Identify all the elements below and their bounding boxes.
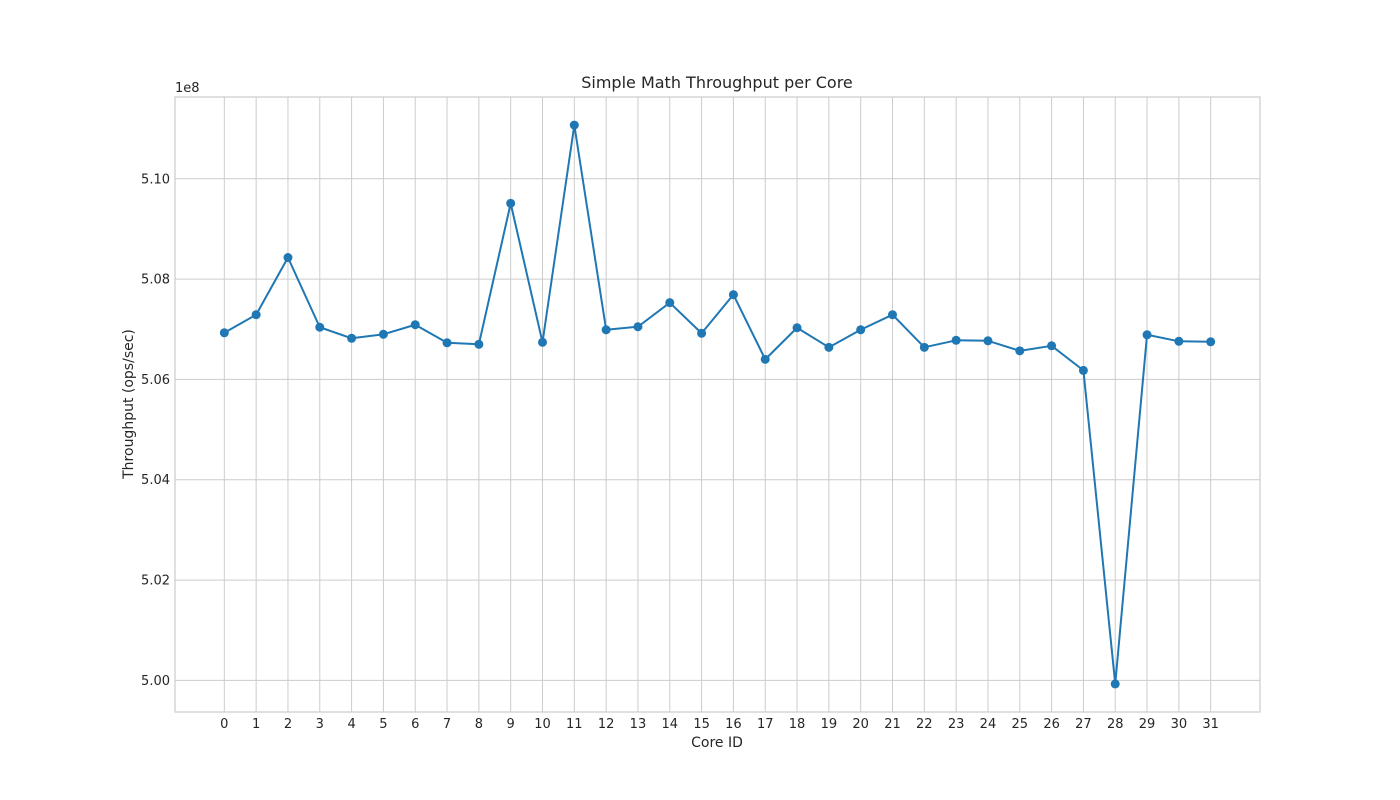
x-tick-label: 27 — [1075, 717, 1092, 732]
y-tick-label: 5.02 — [141, 574, 170, 589]
data-point — [983, 336, 993, 346]
y-offset-label: 1e8 — [175, 81, 200, 96]
x-tick-label: 25 — [1011, 717, 1028, 732]
y-tick-label: 5.10 — [141, 172, 170, 187]
x-grid — [223, 97, 1212, 712]
data-point — [1110, 679, 1120, 689]
x-tick-label: 22 — [916, 717, 933, 732]
x-tick-label: 4 — [347, 717, 355, 732]
x-tick-label: 3 — [316, 717, 324, 732]
data-point — [601, 325, 611, 335]
x-tick-label: 24 — [980, 717, 997, 732]
data-point — [410, 320, 420, 330]
data-point — [251, 310, 261, 320]
x-tick-label: 26 — [1043, 717, 1060, 732]
data-point — [538, 337, 547, 347]
data-point — [442, 338, 452, 348]
data-point — [219, 328, 229, 338]
data-point — [728, 290, 738, 300]
x-tick-label: 1 — [252, 717, 260, 732]
data-point — [856, 325, 866, 335]
x-tick-label: 13 — [630, 717, 647, 732]
x-tick-label: 11 — [566, 717, 583, 732]
y-tick-labels: 5.00 5.02 5.04 5.06 5.08 5.10 — [141, 172, 170, 689]
data-point — [378, 329, 388, 339]
y-tick-label: 5.00 — [141, 674, 170, 689]
x-tick-label: 8 — [475, 717, 483, 732]
data-point — [951, 335, 961, 345]
x-tick-label: 28 — [1107, 717, 1124, 732]
x-tick-label: 12 — [598, 717, 615, 732]
x-tick-label: 2 — [284, 717, 292, 732]
x-tick-label: 9 — [507, 717, 515, 732]
data-point — [569, 120, 579, 130]
x-tick-label: 18 — [789, 717, 806, 732]
x-tick-label: 30 — [1171, 717, 1188, 732]
data-point — [1047, 341, 1057, 351]
data-point — [919, 342, 929, 352]
y-axis-label: Throughput (ops/sec) — [121, 329, 137, 480]
data-point — [347, 333, 357, 343]
x-tick-label: 29 — [1139, 717, 1156, 732]
y-grid — [175, 178, 1260, 681]
x-tick-label: 31 — [1202, 717, 1219, 732]
series-line — [223, 124, 1211, 685]
x-tick-label: 5 — [379, 717, 387, 732]
data-point — [506, 198, 516, 208]
chart-title: Simple Math Throughput per Core — [581, 73, 853, 92]
x-tick-label: 10 — [534, 717, 551, 732]
x-tick-label: 7 — [443, 717, 451, 732]
x-tick-label: 6 — [411, 717, 419, 732]
data-point — [1174, 336, 1184, 346]
data-point — [633, 322, 643, 332]
x-tick-label: 16 — [725, 717, 742, 732]
x-tick-label: 0 — [220, 717, 228, 732]
data-point — [665, 298, 675, 308]
data-point — [1078, 365, 1088, 375]
data-point — [1206, 337, 1216, 347]
plot-frame — [174, 96, 1261, 713]
x-tick-labels: 0 1 2 3 4 5 6 7 8 9 10 11 12 13 14 15 16 17 18 19 20 21 22 23 24… — [220, 717, 1219, 732]
x-tick-label: 20 — [852, 717, 869, 732]
series-layer — [219, 120, 1216, 689]
x-tick-label: 19 — [821, 717, 838, 732]
x-tick-label: 23 — [948, 717, 965, 732]
y-tick-label: 5.04 — [141, 473, 170, 488]
data-point — [697, 328, 707, 338]
data-point — [888, 310, 897, 320]
data-point — [1142, 330, 1152, 340]
x-axis-label: Core ID — [691, 735, 743, 751]
data-point — [792, 323, 802, 333]
data-point — [760, 354, 770, 364]
data-point — [1015, 346, 1025, 356]
y-tick-label: 5.06 — [141, 373, 170, 388]
x-tick-label: 15 — [693, 717, 710, 732]
data-point — [824, 342, 834, 352]
x-tick-label: 17 — [757, 717, 774, 732]
y-tick-label: 5.08 — [141, 273, 170, 288]
data-point — [283, 253, 293, 263]
x-tick-label: 21 — [884, 717, 901, 732]
data-point — [315, 322, 325, 332]
x-tick-label: 14 — [661, 717, 678, 732]
data-point — [474, 339, 484, 349]
